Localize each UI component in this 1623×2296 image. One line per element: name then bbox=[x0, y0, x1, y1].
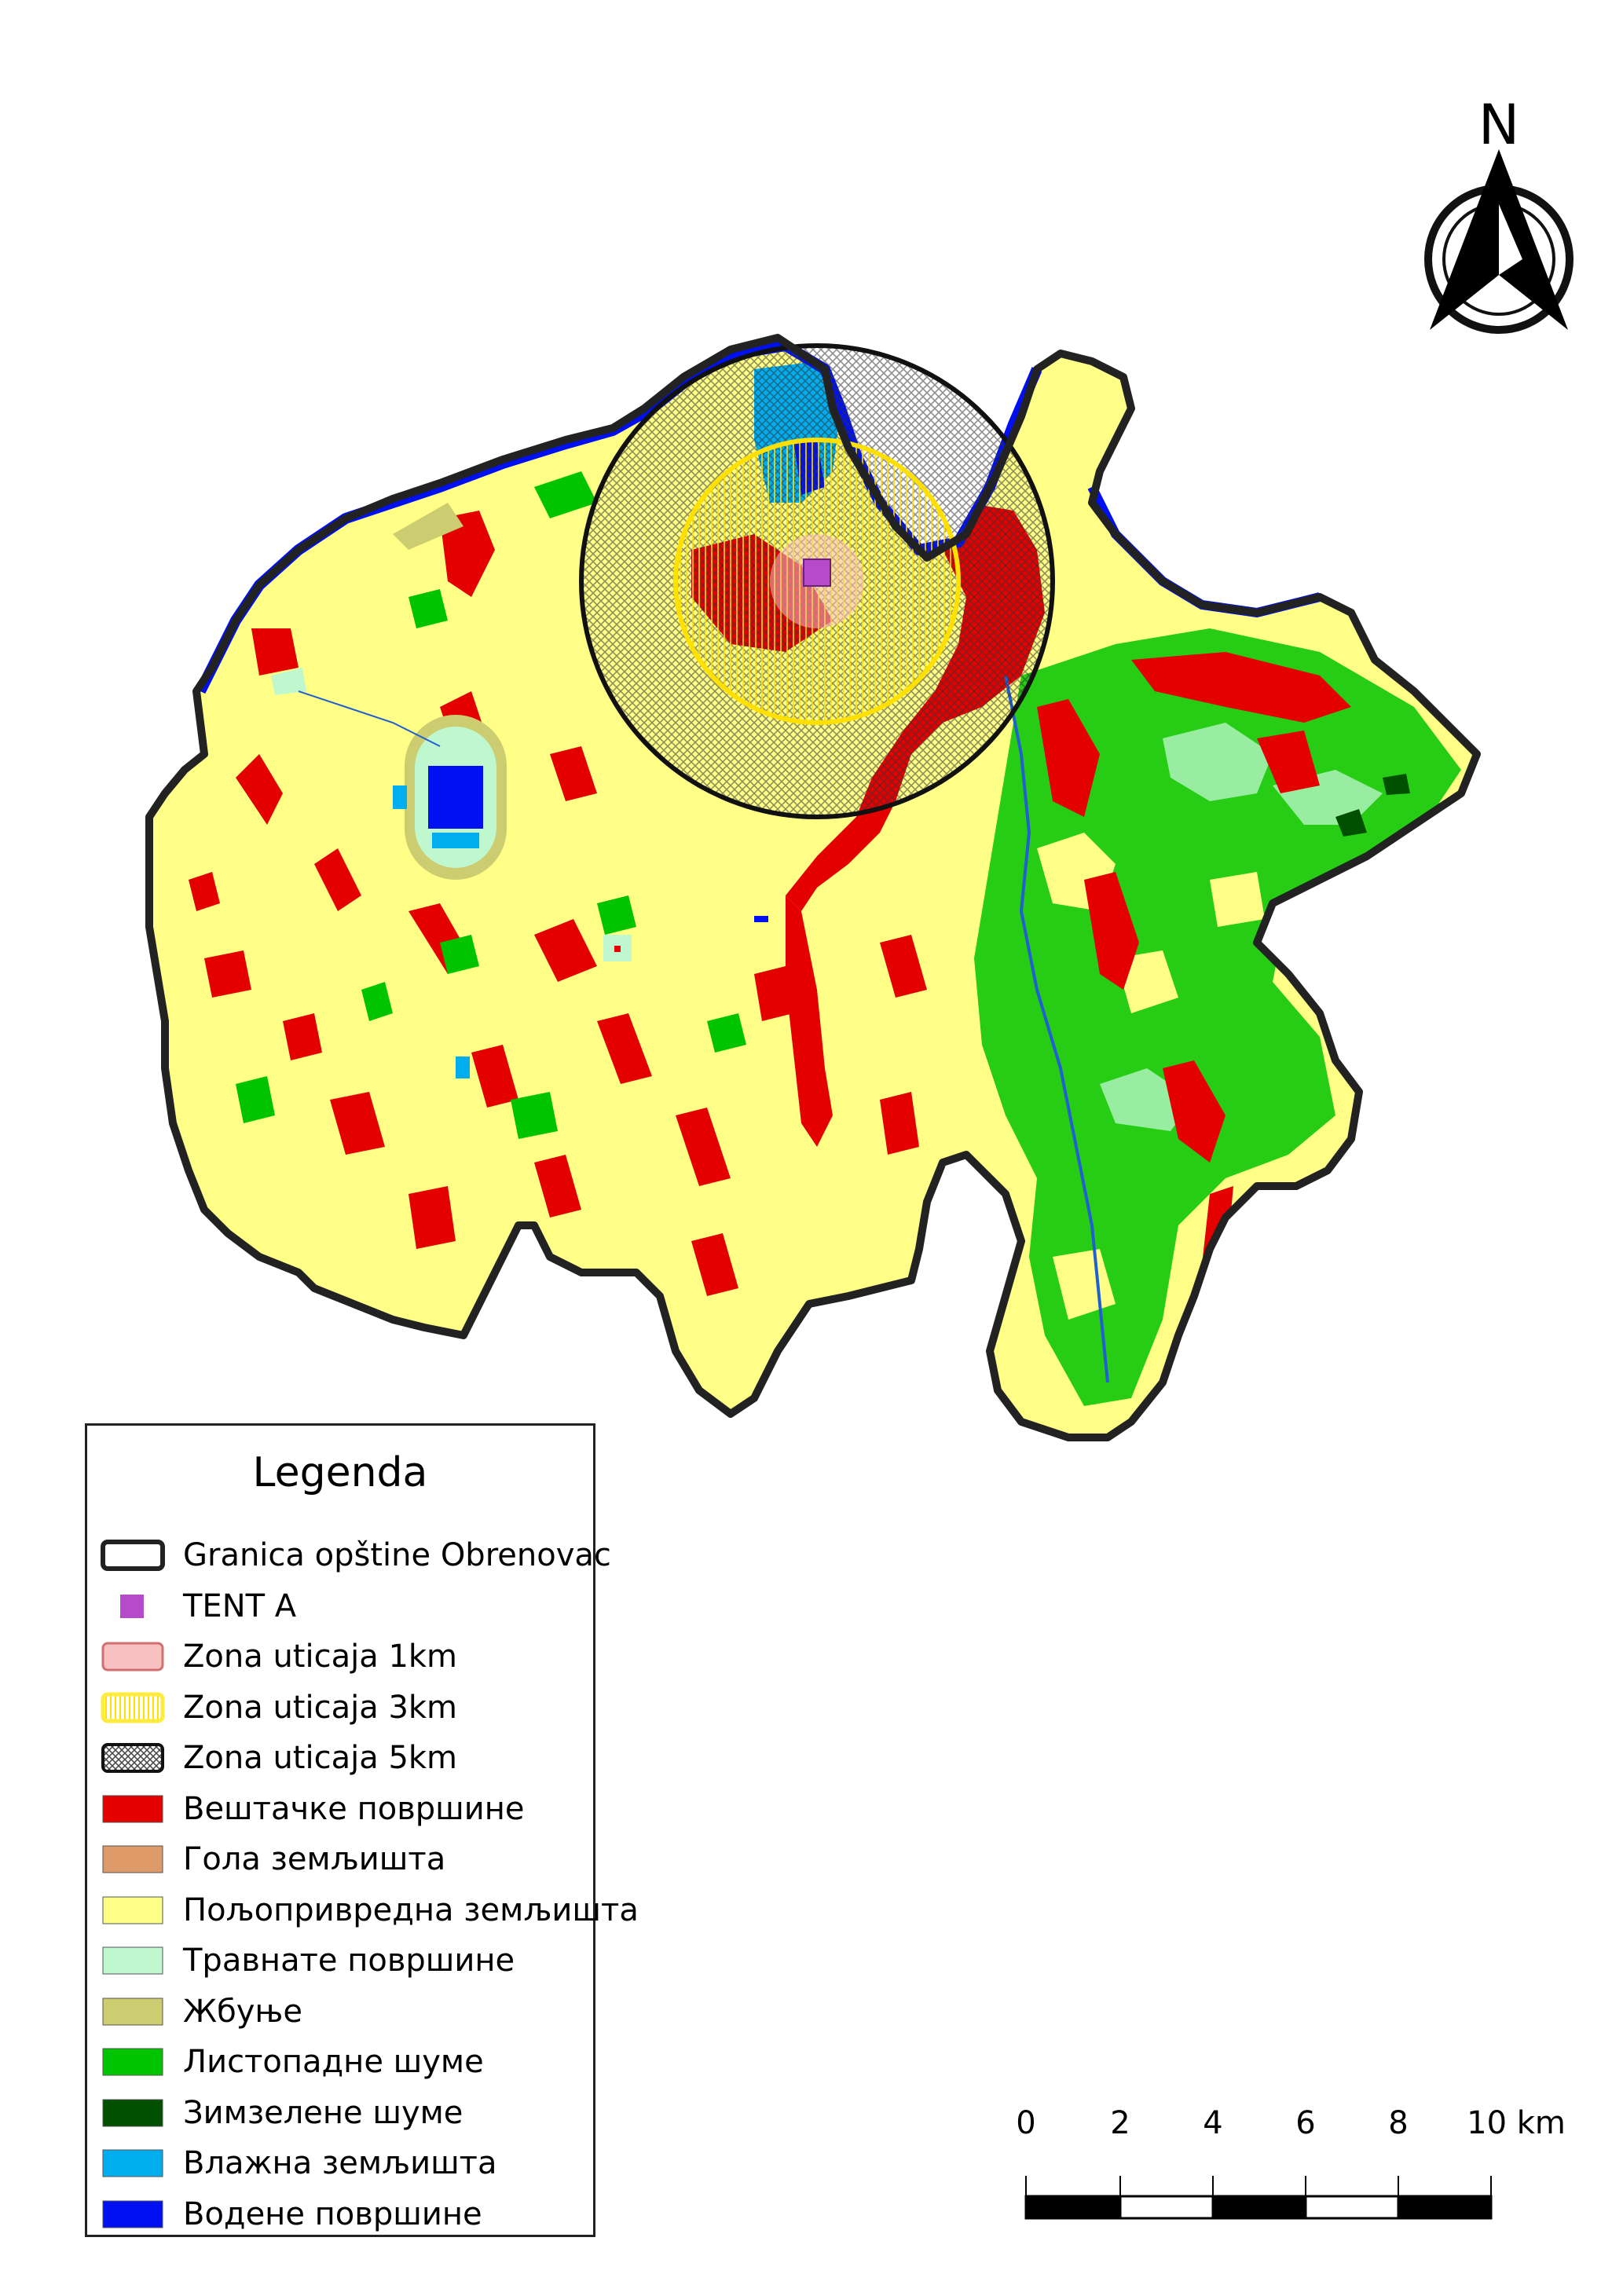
stream-west bbox=[298, 690, 441, 747]
north-arrow-highlight bbox=[1499, 204, 1522, 275]
legend-swatch bbox=[101, 1642, 164, 1672]
urban-east-1 bbox=[1131, 652, 1351, 723]
legend-label: Жбуње bbox=[183, 1993, 302, 2030]
legend-label: Пољопривредна земљишта bbox=[183, 1891, 639, 1928]
legend-swatch bbox=[102, 2099, 163, 2126]
scale-label-0: 0 bbox=[1016, 2105, 1036, 2141]
legend-swatch bbox=[102, 2149, 163, 2177]
legend-swatch bbox=[102, 1896, 163, 1924]
wetland-west-1 bbox=[393, 785, 407, 809]
scale-label-8: 8 bbox=[1388, 2105, 1409, 2141]
scale-label-10: 10 km bbox=[1467, 2105, 1566, 2141]
water-dot-central bbox=[754, 916, 768, 922]
legend-label: Листопадне шуме bbox=[183, 2044, 484, 2080]
urban-southcorridor bbox=[786, 895, 833, 1147]
legend-swatch bbox=[101, 1540, 165, 1571]
legend-item: Влажна земљишта bbox=[100, 2144, 497, 2183]
scale-segment-1 bbox=[1024, 2195, 1122, 2220]
legend-item: Granica opštine Obrenovac bbox=[100, 1536, 611, 1575]
urban-red-patch-nw bbox=[251, 628, 299, 676]
legend-item: Zona uticaja 5km bbox=[100, 1738, 457, 1778]
scale-label-6: 6 bbox=[1295, 2105, 1316, 2141]
legend-title: Legenda bbox=[252, 1449, 428, 1496]
legend-item: Зимзелене шуме bbox=[100, 2093, 463, 2133]
legend-label: Вештачке површине bbox=[183, 1790, 525, 1827]
legend-label: Травнате површине bbox=[183, 1943, 515, 1979]
ag-patches-east bbox=[1037, 833, 1265, 1320]
legend-item: Zona uticaja 1km bbox=[100, 1637, 457, 1676]
legend-swatch bbox=[101, 1692, 165, 1723]
legend-label: Zona uticaja 3km bbox=[183, 1689, 458, 1726]
scale-segment-3 bbox=[1211, 2195, 1307, 2220]
legend-label: Влажна земљишта bbox=[183, 2145, 497, 2181]
tent-a-marker bbox=[803, 558, 831, 587]
legend-swatch bbox=[102, 1998, 163, 2025]
legend-swatch bbox=[101, 1743, 164, 1773]
north-letter: N bbox=[1478, 93, 1520, 157]
legend-label: Гола земљишта bbox=[183, 1841, 446, 1877]
legend-item: Гола земљишта bbox=[100, 1840, 445, 1879]
scale-segment-5 bbox=[1397, 2195, 1493, 2220]
legend-swatch bbox=[120, 1594, 144, 1618]
urban-northwest bbox=[440, 511, 495, 597]
river-kolubara bbox=[1004, 675, 1109, 1383]
urban-east-3 bbox=[1084, 872, 1139, 990]
legend-item: Zona uticaja 3km bbox=[100, 1688, 457, 1727]
legend-item: Пољопривредна земљишта bbox=[100, 1891, 639, 1930]
legend-swatch bbox=[102, 2200, 163, 2228]
evergreen-east bbox=[1335, 774, 1410, 837]
grass-patch-nw bbox=[271, 668, 306, 695]
legend-label: Granica opštine Obrenovac bbox=[183, 1537, 611, 1573]
legend-label: Зимзелене шуме bbox=[183, 2094, 463, 2131]
legend-label: Zona uticaja 1km bbox=[183, 1639, 458, 1675]
legend-item: Листопадне шуме bbox=[100, 2042, 484, 2082]
ash-disposal-site bbox=[405, 715, 507, 880]
wetland-west-2 bbox=[456, 1056, 470, 1078]
urban-east-4 bbox=[1163, 1060, 1225, 1163]
legend: Legenda Granica opštine Obrenovac TENT A Z… bbox=[85, 1423, 639, 2237]
legend-swatch bbox=[102, 1845, 163, 1873]
legend-swatch bbox=[102, 1946, 163, 1975]
legend-swatch bbox=[102, 2048, 163, 2076]
legend-item: TENT A bbox=[100, 1587, 296, 1626]
scale-label-2: 2 bbox=[1110, 2105, 1130, 2141]
urban-east-6 bbox=[1257, 731, 1320, 793]
legend-swatch bbox=[102, 1795, 163, 1822]
legend-item: Вештачке површине bbox=[100, 1789, 525, 1829]
red-dot-central bbox=[614, 946, 621, 952]
legend-item: Травнате површине bbox=[100, 1941, 515, 1980]
legend-label: TENT A bbox=[183, 1587, 297, 1624]
legend-item: Жбуње bbox=[100, 1992, 302, 2031]
scale-bar bbox=[1024, 2176, 1493, 2220]
forest-west-patches bbox=[236, 471, 746, 1139]
legend-label: Zona uticaja 5km bbox=[183, 1740, 458, 1776]
shrub-river-island bbox=[393, 503, 463, 550]
urban-east-2 bbox=[1037, 699, 1100, 817]
municipality bbox=[145, 334, 1481, 1441]
scale-segment-4 bbox=[1304, 2195, 1400, 2220]
grass-east bbox=[1100, 723, 1383, 1131]
scale-label-4: 4 bbox=[1203, 2105, 1223, 2141]
scale-segment-2 bbox=[1119, 2195, 1215, 2220]
north-arrow bbox=[1424, 149, 1574, 334]
municipality-boundary bbox=[145, 334, 1481, 1441]
legend-item: Водене површине bbox=[100, 2195, 482, 2234]
legend-label: Водене површине bbox=[183, 2195, 482, 2232]
